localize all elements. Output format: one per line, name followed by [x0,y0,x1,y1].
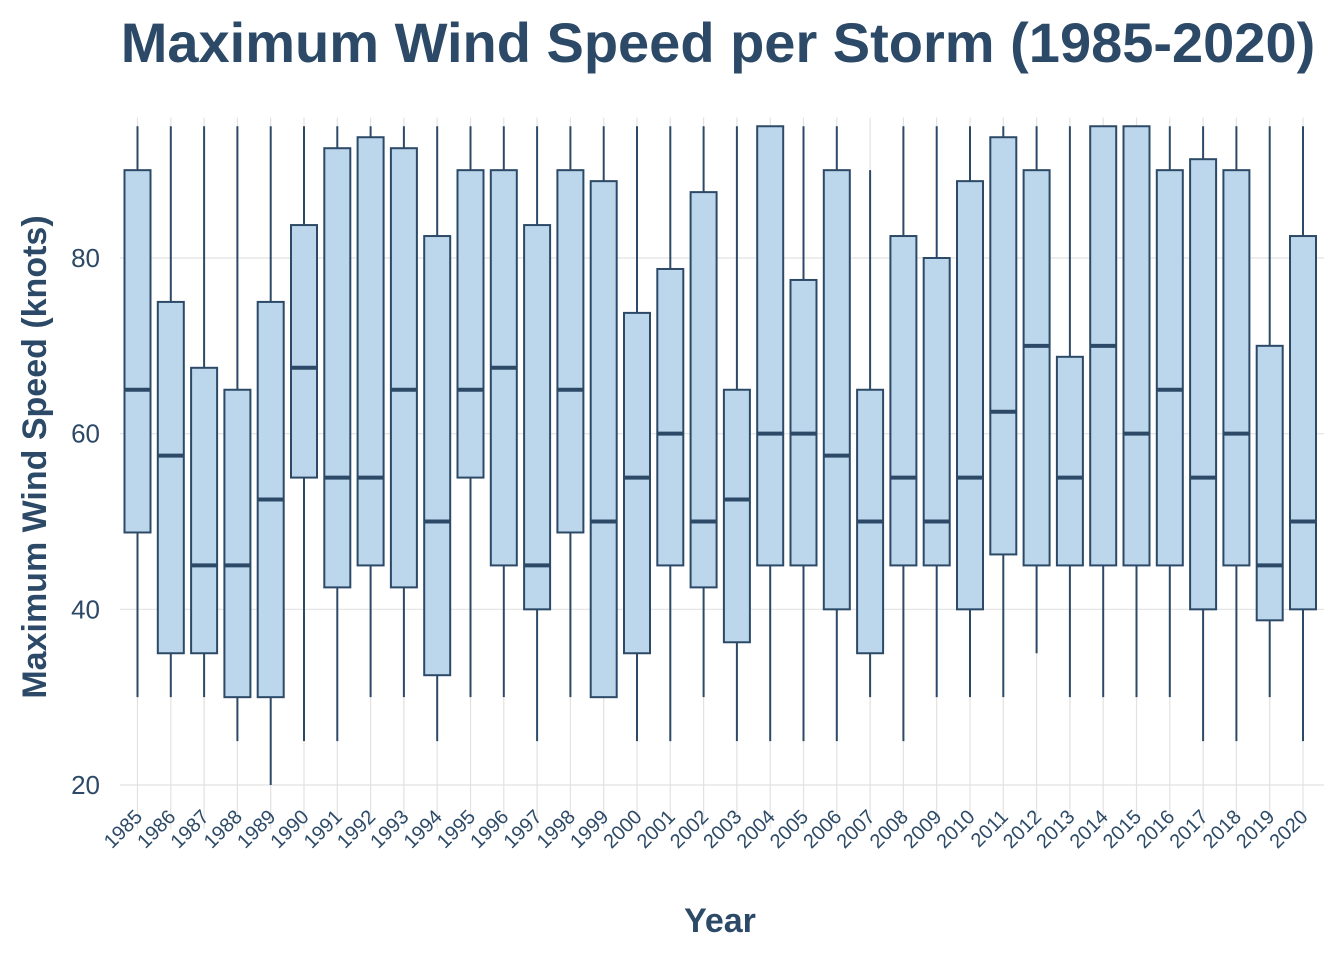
box-2018 [1222,126,1251,742]
iqr-box [389,147,418,589]
box-2008 [889,126,918,742]
iqr-box [1222,169,1251,567]
box-2000 [623,126,651,742]
box-1992 [356,126,385,698]
x-axis-title: Year [684,902,756,940]
box-1996 [489,126,518,698]
x-tick-label: 2020 [1266,806,1313,853]
iqr-box [290,224,318,479]
box-2009 [922,126,951,698]
iqr-box [223,388,252,699]
box-1987 [190,126,219,698]
box-2006 [822,126,851,742]
iqr-box [989,136,1018,556]
box-2013 [1055,126,1084,698]
box-1986 [156,126,185,698]
y-tick-label: 80 [71,243,100,273]
iqr-box [1155,169,1184,567]
iqr-box [523,224,552,611]
box-2001 [656,126,685,742]
iqr-box [323,147,352,589]
box-2010 [956,126,984,698]
box-2005 [789,126,818,742]
box-2003 [722,126,751,742]
chart-title: Maximum Wind Speed per Storm (1985-2020) [121,11,1316,74]
iqr-box [1055,355,1084,567]
box-1990 [290,126,318,742]
box-1991 [323,126,352,742]
box-1999 [589,126,618,699]
iqr-box [922,257,951,567]
y-tick-label: 40 [71,594,100,624]
iqr-box [456,169,485,479]
iqr-box [1189,158,1218,611]
iqr-box [656,267,685,567]
box-2002 [689,126,718,698]
box-1988 [223,126,252,742]
iqr-box [756,125,785,567]
box-1997 [523,126,552,742]
y-axis-title: Maximum Wind Speed (knots) [16,215,54,698]
box-1994 [423,126,452,742]
box-2012 [1022,126,1051,654]
iqr-box [1255,344,1284,622]
iqr-box [956,180,984,611]
y-tick-label: 60 [71,419,100,449]
iqr-box [689,191,718,589]
iqr-box [156,300,185,655]
iqr-box [123,169,152,534]
box-1995 [456,126,485,698]
iqr-box [822,169,851,611]
y-tick-label: 20 [71,770,100,800]
box-2014 [1089,125,1118,698]
box-2019 [1255,126,1284,698]
iqr-box [789,278,818,567]
box-2007 [856,170,885,698]
box-2020 [1289,126,1317,742]
box-2016 [1155,126,1184,698]
iqr-box [623,311,651,655]
iqr-box [190,366,219,655]
boxes-layer [123,125,1317,785]
iqr-box [889,235,918,567]
iqr-box [589,180,618,699]
iqr-box [356,136,385,567]
iqr-box [1122,125,1151,567]
iqr-box [556,169,585,534]
iqr-box [423,235,452,677]
box-2004 [756,125,785,742]
box-1985 [123,126,152,698]
iqr-box [722,388,751,644]
box-1993 [389,126,418,698]
box-2017 [1189,126,1218,742]
iqr-box [1022,169,1051,567]
x-tick-labels: 1985198619871988198919901991199219931994… [100,806,1313,853]
y-tick-labels: 20 40 60 80 [71,243,100,800]
iqr-box [1289,235,1317,611]
box-1989 [256,126,285,785]
box-1998 [556,126,585,698]
box-2015 [1122,125,1151,698]
box-2011 [989,126,1018,698]
